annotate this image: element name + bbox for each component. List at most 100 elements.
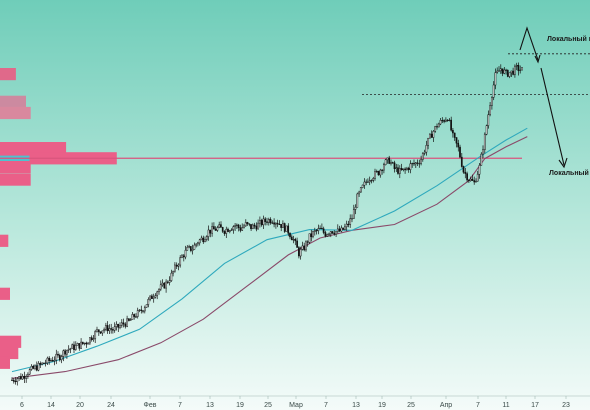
candle-body-21 [48, 357, 51, 361]
candle-body-86 [163, 282, 166, 289]
candle-body-70 [135, 316, 137, 318]
candles-series [11, 62, 523, 386]
candle-body-89 [168, 280, 171, 283]
candle-body-161 [296, 240, 298, 248]
x-tick-label-9: Мар [289, 402, 303, 409]
volume-profile-bar-0 [0, 68, 16, 81]
forecast-arrow-up-down [519, 26, 539, 61]
candle-body-49 [97, 329, 100, 332]
candle-body-100 [188, 246, 190, 248]
candle-body-235 [427, 137, 429, 146]
candle-body-243 [441, 120, 444, 122]
candle-body-85 [161, 282, 164, 286]
candle-body-225 [409, 163, 412, 170]
candle-body-181 [331, 231, 334, 234]
candle-body-240 [436, 126, 438, 128]
candle-body-208 [379, 169, 382, 176]
candle-body-128 [237, 224, 240, 228]
candle-body-42 [85, 342, 88, 345]
candle-body-220 [400, 168, 403, 171]
candle-body-205 [374, 171, 376, 179]
candle-body-102 [191, 249, 194, 251]
candle-body-2 [14, 380, 17, 383]
candle-body-268 [485, 125, 488, 135]
forecast-arrow-down [540, 67, 565, 166]
candle-body-24 [53, 359, 56, 362]
candle-body-196 [358, 191, 360, 195]
candle-body-30 [64, 350, 66, 355]
candle-body-264 [478, 165, 481, 175]
candle-body-66 [128, 318, 130, 321]
candle-body-118 [220, 224, 222, 228]
candle-body-184 [336, 228, 339, 232]
candle-body-53 [104, 325, 107, 330]
volume-profile-bar-7 [0, 173, 31, 186]
candle-body-279 [505, 69, 507, 71]
candle-body-41 [83, 342, 86, 344]
candle-body-33 [69, 348, 72, 350]
candle-body-206 [375, 171, 378, 173]
candle-body-261 [473, 180, 476, 183]
candle-body-17 [41, 362, 43, 365]
candle-body-159 [292, 239, 295, 241]
candle-body-190 [347, 223, 350, 225]
candle-body-222 [404, 168, 406, 171]
x-tick-label-3: 24 [107, 402, 115, 409]
candle-body-219 [398, 168, 401, 174]
candle-body-141 [260, 220, 263, 226]
volume-profile-bar-3 [0, 142, 67, 155]
candle-body-154 [283, 223, 286, 232]
candle-body-83 [158, 288, 160, 293]
x-tick-label-7: 19 [236, 402, 244, 409]
candle-body-172 [315, 230, 318, 232]
candle-body-152 [280, 224, 282, 228]
candle-body-224 [407, 167, 410, 170]
candle-body-5 [19, 376, 22, 380]
candle-body-38 [78, 343, 81, 349]
candle-body-189 [345, 223, 348, 228]
candle-body-286 [517, 65, 520, 71]
volume-profile [0, 68, 117, 369]
candle-body-56 [110, 328, 112, 330]
candle-body-108 [202, 237, 205, 243]
candle-body-203 [370, 180, 373, 182]
candle-body-96 [181, 255, 183, 258]
candle-body-64 [124, 323, 127, 327]
candle-body-87 [165, 281, 167, 289]
candle-body-14 [35, 365, 38, 371]
candle-body-276 [499, 68, 502, 72]
x-tick-label-16: 11 [502, 402, 509, 409]
candle-body-167 [306, 241, 309, 243]
candle-body-16 [39, 363, 42, 365]
candle-body-4 [18, 376, 20, 379]
candle-body-13 [34, 365, 36, 369]
candle-body-121 [225, 228, 228, 234]
candle-body-212 [386, 157, 389, 161]
candle-body-215 [391, 162, 394, 164]
candle-body-54 [106, 325, 109, 332]
candle-body-138 [255, 225, 258, 230]
candle-body-176 [322, 228, 325, 233]
candle-body-162 [298, 247, 300, 257]
candle-body-258 [468, 179, 470, 182]
candle-body-120 [223, 231, 226, 234]
candle-body-157 [289, 233, 291, 238]
candle-body-249 [452, 130, 454, 134]
volume-profile-bar-6 [0, 161, 31, 174]
x-tick-label-18: 23 [562, 402, 570, 409]
x-tick-label-14: Апр [440, 402, 452, 409]
candle-body-15 [37, 363, 40, 371]
candle-body-91 [172, 270, 174, 274]
candle-body-105 [197, 242, 199, 245]
candle-body-174 [319, 227, 321, 230]
candle-body-201 [367, 181, 369, 183]
candle-body-168 [308, 233, 311, 243]
candle-body-263 [476, 173, 479, 182]
volume-profile-bar-2 [0, 106, 31, 120]
candle-body-129 [239, 227, 242, 231]
candle-body-115 [214, 228, 217, 231]
candle-body-82 [156, 291, 159, 296]
candle-body-73 [140, 309, 143, 311]
candle-body-239 [434, 126, 437, 132]
